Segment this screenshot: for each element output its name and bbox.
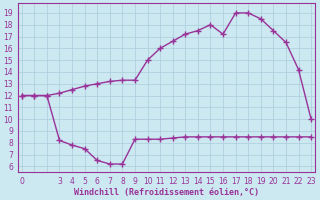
X-axis label: Windchill (Refroidissement éolien,°C): Windchill (Refroidissement éolien,°C) [74, 188, 259, 197]
